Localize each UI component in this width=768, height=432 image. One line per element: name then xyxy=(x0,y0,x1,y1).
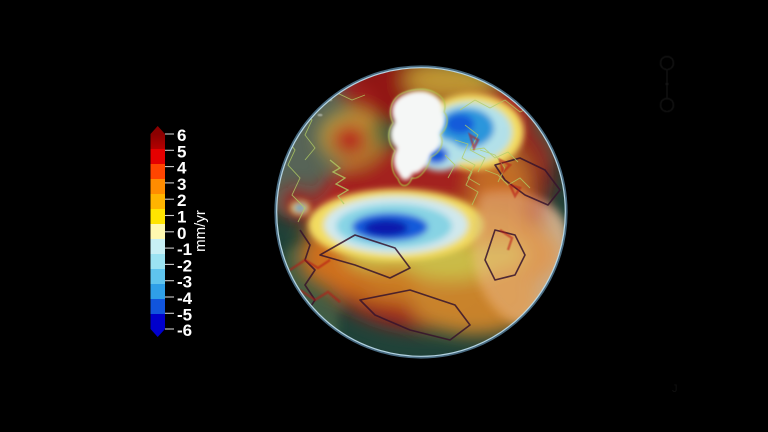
svg-text:J: J xyxy=(672,383,678,395)
